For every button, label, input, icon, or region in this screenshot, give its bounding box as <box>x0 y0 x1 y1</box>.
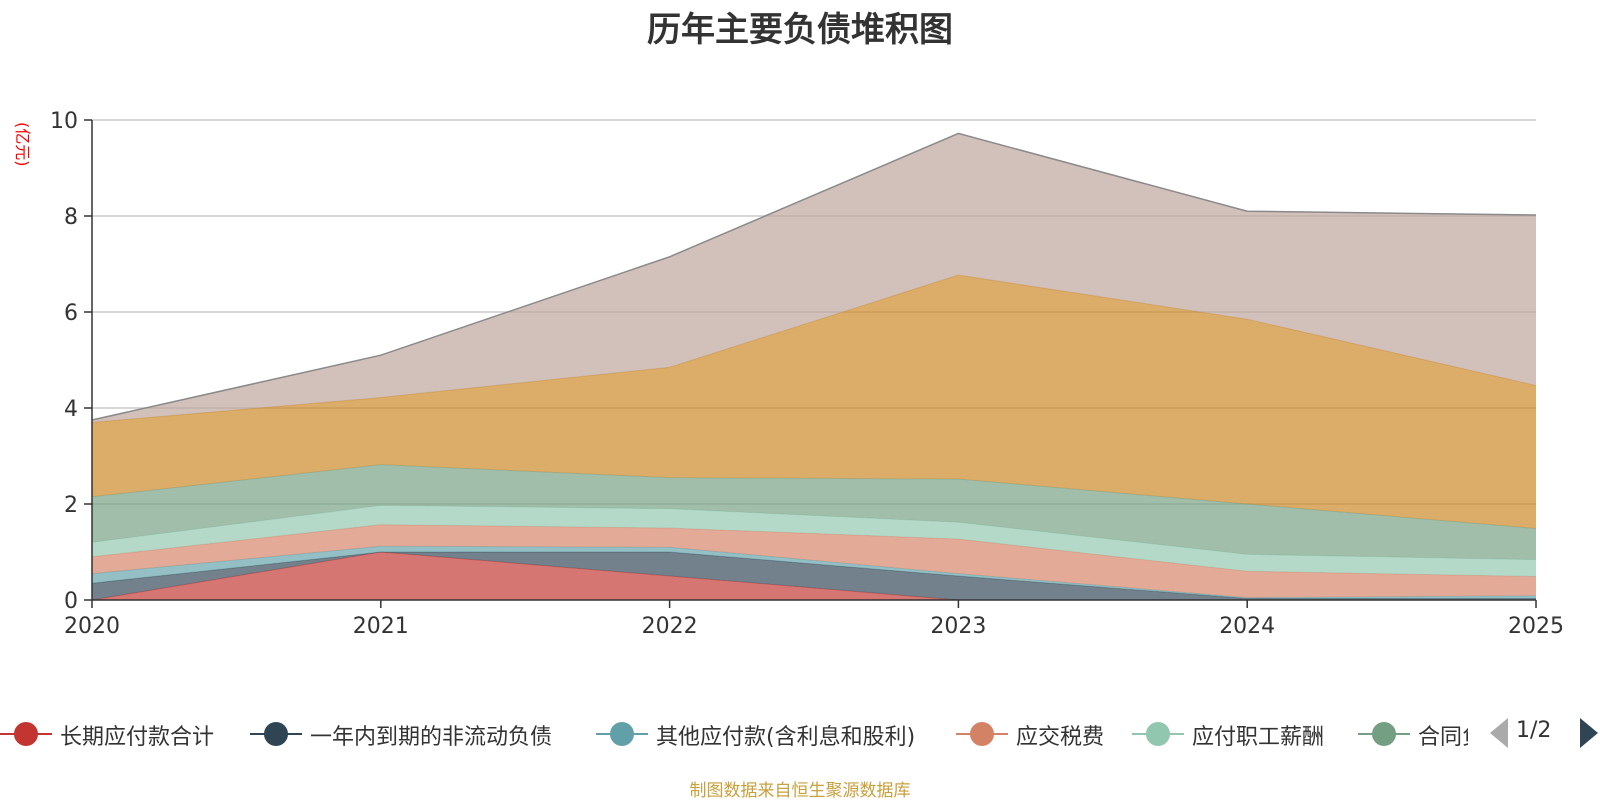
legend-dot-icon <box>970 722 994 746</box>
legend-items: 长期应付款合计 一年内到期的非流动负债 其他应付款(含利息和股利) 应交税费 应付职工薪… <box>0 712 1468 756</box>
stacked-area-chart: 0 2 4 6 8 10 2020 2021 2022 2023 2024 2025 <box>50 109 1564 639</box>
legend-dot-icon <box>1146 722 1170 746</box>
area-series-group <box>91 132 1537 601</box>
area-series-5[interactable] <box>92 505 1536 577</box>
legend-label: 长期应付款合计 <box>60 725 215 750</box>
legend-label: 应付职工薪酬 <box>1192 725 1325 750</box>
stack-top-outline <box>91 132 1537 421</box>
y-tick-label: 2 <box>64 493 78 518</box>
y-tick-label: 10 <box>50 109 78 134</box>
axes: 0 2 4 6 8 10 2020 2021 2022 2023 2024 2025 <box>50 109 1564 639</box>
legend-dot-icon <box>1372 722 1396 746</box>
area-series-8[interactable] <box>92 133 1536 423</box>
legend-dot-icon <box>264 722 288 746</box>
x-tick-label: 2021 <box>353 614 409 639</box>
legend-page-indicator: 1/2 <box>1516 718 1552 743</box>
x-tick-label: 2025 <box>1508 614 1564 639</box>
area-series-1[interactable] <box>92 552 1536 600</box>
x-tick-label: 2023 <box>930 614 986 639</box>
x-tick-label: 2020 <box>64 614 120 639</box>
area-series-6[interactable] <box>92 464 1536 560</box>
legend-dot-icon <box>610 722 634 746</box>
legend-label: 应交税费 <box>1016 725 1105 750</box>
legend-next-page-icon[interactable] <box>1580 718 1598 748</box>
data-source-note: 制图数据来自恒生聚源数据库 <box>689 781 911 801</box>
y-tick-label: 8 <box>64 205 78 230</box>
area-series-4[interactable] <box>92 524 1536 598</box>
y-tick-label: 0 <box>64 589 78 614</box>
y-tick-label: 6 <box>64 301 78 326</box>
chart-title: 历年主要负债堆积图 <box>647 10 953 50</box>
area-series-7[interactable] <box>92 275 1536 529</box>
legend: 长期应付款合计 一年内到期的非流动负债 其他应付款(含利息和股利) 应交税费 应付职工薪… <box>0 712 1600 756</box>
legend-pager: 1/2 <box>1490 716 1600 752</box>
legend-label: 一年内到期的非流动负债 <box>310 725 553 750</box>
legend-label: 合同负债 <box>1418 725 1468 750</box>
legend-dot-icon <box>14 722 38 746</box>
y-tick-label: 4 <box>64 397 78 422</box>
x-tick-label: 2022 <box>642 614 698 639</box>
area-series-2[interactable] <box>92 552 1536 600</box>
legend-prev-page-icon[interactable] <box>1490 718 1508 748</box>
legend-label: 其他应付款(含利息和股利) <box>656 725 916 750</box>
x-tick-label: 2024 <box>1219 614 1275 639</box>
